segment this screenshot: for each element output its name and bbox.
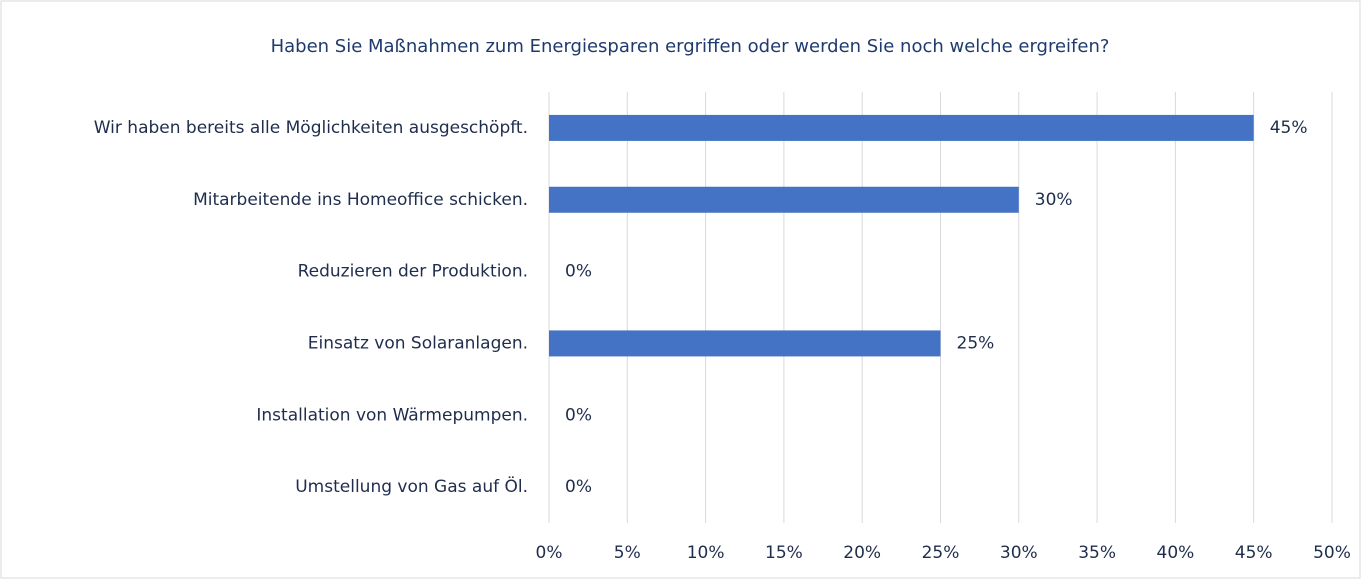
x-tick-label: 30% [1000, 543, 1038, 563]
y-tick-label: Wir haben bereits alle Möglichkeiten aus… [94, 118, 528, 138]
y-tick-label: Reduzieren der Produktion. [298, 262, 528, 282]
y-tick-label: Installation von Wärmepumpen. [256, 405, 528, 425]
x-tick-label: 0% [536, 543, 563, 563]
chart-title: Haben Sie Maßnahmen zum Energiesparen er… [271, 36, 1110, 57]
bar [549, 186, 1019, 213]
y-tick-label: Einsatz von Solaranlagen. [308, 333, 528, 353]
data-label: 0% [565, 262, 592, 282]
data-label: 25% [957, 333, 995, 353]
x-tick-label: 50% [1313, 543, 1351, 563]
y-tick-label: Umstellung von Gas auf Öl. [295, 475, 528, 497]
x-tick-label: 40% [1157, 543, 1195, 563]
x-tick-label: 25% [922, 543, 960, 563]
x-tick-label: 45% [1235, 543, 1273, 563]
x-tick-label: 10% [687, 543, 725, 563]
y-tick-label: Mitarbeitende ins Homeoffice schicken. [193, 190, 528, 210]
bar [549, 114, 1254, 141]
x-tick-label: 20% [843, 543, 881, 563]
data-label: 0% [565, 477, 592, 497]
data-label: 30% [1035, 190, 1073, 210]
bar [549, 330, 941, 357]
x-tick-label: 5% [614, 543, 641, 563]
data-label: 45% [1270, 118, 1308, 138]
x-tick-label: 15% [765, 543, 803, 563]
data-label: 0% [565, 405, 592, 425]
x-tick-label: 35% [1078, 543, 1116, 563]
